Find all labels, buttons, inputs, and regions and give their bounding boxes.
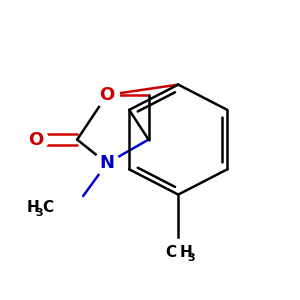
Text: O: O — [28, 130, 43, 148]
Text: C: C — [42, 200, 53, 215]
Text: H: H — [180, 245, 193, 260]
Text: H: H — [26, 200, 39, 215]
Circle shape — [23, 127, 48, 152]
Circle shape — [94, 82, 119, 107]
Text: C: C — [165, 245, 176, 260]
Text: N: N — [99, 154, 114, 172]
Circle shape — [94, 151, 119, 176]
Bar — [138, 239, 221, 269]
Text: 3: 3 — [187, 253, 195, 262]
Text: O: O — [99, 86, 115, 104]
Bar — [13, 209, 97, 257]
Text: 3: 3 — [36, 208, 43, 218]
